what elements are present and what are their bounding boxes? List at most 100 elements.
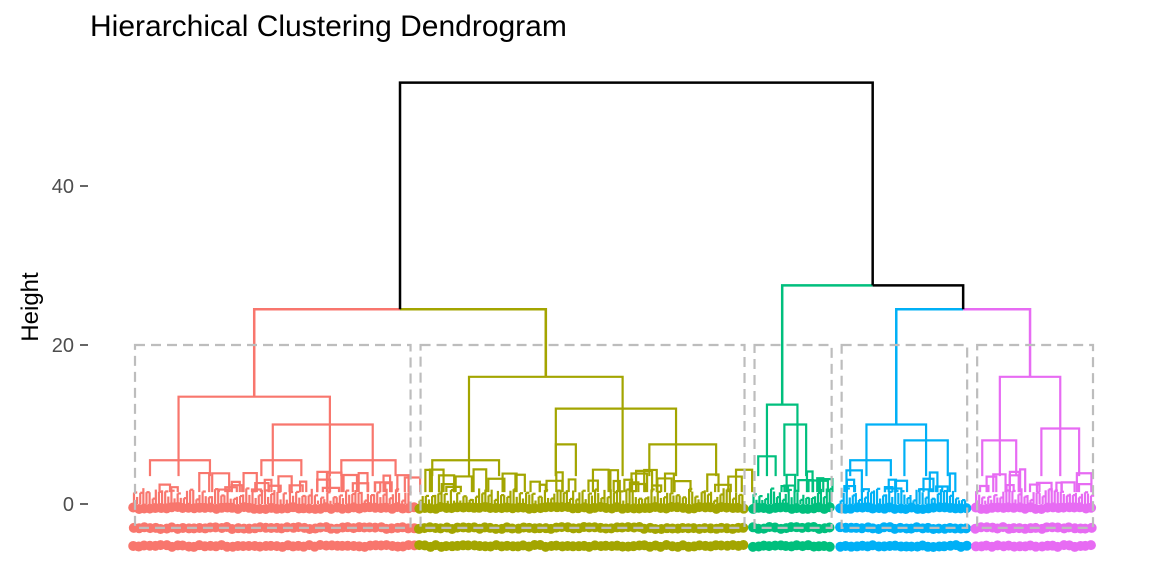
merge-link bbox=[1028, 483, 1041, 493]
cluster-3 bbox=[752, 403, 834, 504]
merge-link bbox=[437, 474, 456, 493]
merge-link bbox=[316, 478, 332, 493]
merge-link bbox=[472, 468, 488, 493]
leaf-dot bbox=[738, 522, 749, 533]
merge-link bbox=[783, 484, 796, 493]
leaf-dot bbox=[1085, 540, 1096, 551]
merge-link bbox=[1035, 481, 1053, 493]
merge-link bbox=[1008, 474, 1020, 493]
merge-link bbox=[903, 439, 949, 477]
merge-link bbox=[554, 407, 678, 477]
y-tick-label: 20 bbox=[52, 335, 74, 357]
cluster-2-top-link bbox=[400, 307, 548, 377]
cluster-5-top-link bbox=[963, 307, 1032, 377]
merge-link bbox=[148, 459, 212, 477]
merge-link bbox=[623, 478, 634, 493]
cluster-box bbox=[133, 343, 412, 529]
merge-link bbox=[887, 478, 898, 493]
merge-link bbox=[567, 478, 577, 493]
merge-link bbox=[1040, 427, 1081, 477]
merge-link bbox=[985, 475, 998, 493]
merge-link bbox=[673, 480, 692, 493]
cluster-box bbox=[753, 343, 833, 529]
merge-link bbox=[357, 472, 369, 493]
merge-link bbox=[1019, 468, 1027, 493]
merge-link bbox=[298, 480, 308, 493]
cluster-box bbox=[840, 343, 969, 529]
y-tick-label: 40 bbox=[52, 176, 74, 198]
merge-link bbox=[501, 472, 518, 493]
merge-link bbox=[1005, 483, 1015, 493]
merge-link bbox=[263, 478, 273, 493]
root-link bbox=[398, 81, 874, 310]
merge-link bbox=[454, 475, 473, 493]
merge-link bbox=[254, 481, 270, 493]
merge-link bbox=[445, 485, 462, 493]
merge-link bbox=[785, 473, 797, 493]
merge-link bbox=[917, 488, 933, 493]
merge-link bbox=[250, 488, 262, 493]
leaf-dot bbox=[824, 541, 835, 552]
merge-link bbox=[211, 472, 231, 493]
merge-link bbox=[648, 443, 718, 477]
merge-link bbox=[325, 471, 343, 493]
merge-link bbox=[555, 471, 564, 493]
merge-link bbox=[260, 459, 303, 477]
merge-link bbox=[288, 484, 304, 493]
merge-link bbox=[634, 469, 654, 493]
cluster-box bbox=[419, 343, 746, 529]
cluster-5 bbox=[975, 375, 1095, 504]
merge-link bbox=[403, 476, 422, 493]
merge-link bbox=[797, 479, 815, 493]
leaf-dots-4 bbox=[835, 502, 972, 552]
leaf-dots-5 bbox=[970, 502, 1097, 552]
leaf-dot bbox=[738, 540, 749, 551]
leaf-dots-3 bbox=[747, 502, 835, 552]
merge-link bbox=[656, 477, 673, 493]
merge-link bbox=[177, 395, 331, 477]
merge-link bbox=[609, 469, 620, 493]
merge-link bbox=[198, 471, 211, 493]
merge-link bbox=[554, 443, 577, 477]
merge-link bbox=[978, 484, 990, 493]
merge-link bbox=[424, 468, 433, 493]
merge-link bbox=[628, 481, 640, 493]
merge-link bbox=[431, 459, 501, 477]
cluster-1 bbox=[132, 395, 422, 504]
merge-link bbox=[757, 455, 777, 477]
merge-link bbox=[765, 403, 799, 477]
merge-link bbox=[538, 483, 547, 493]
merge-link bbox=[849, 459, 892, 477]
cluster-box bbox=[976, 343, 1095, 529]
merge-link bbox=[529, 480, 541, 493]
cluster-boxes-layer bbox=[133, 343, 1095, 529]
y-axis-label: Height bbox=[17, 272, 44, 342]
clusters-layer bbox=[128, 375, 1097, 552]
leaf-dot bbox=[961, 540, 972, 551]
y-axis: Height 0 20 40 bbox=[17, 176, 88, 516]
merge-link bbox=[865, 423, 928, 477]
merge-link bbox=[217, 488, 228, 493]
cluster-3-top-link bbox=[780, 284, 873, 405]
merge-link bbox=[714, 483, 732, 493]
merge-link bbox=[706, 473, 720, 493]
merge-link bbox=[612, 479, 621, 493]
merge-link bbox=[1060, 481, 1076, 493]
merge-link bbox=[428, 468, 445, 493]
merge-link bbox=[998, 375, 1062, 477]
merge-link bbox=[845, 469, 863, 493]
merge-link bbox=[230, 484, 244, 493]
merge-link bbox=[862, 488, 870, 493]
leaf-dots-2 bbox=[413, 502, 749, 552]
merge-link bbox=[783, 423, 808, 477]
merge-link bbox=[1077, 483, 1093, 493]
right-branch-link bbox=[872, 284, 965, 310]
merge-link bbox=[805, 470, 814, 493]
cluster-1-top-link bbox=[252, 307, 548, 397]
merge-link bbox=[922, 477, 935, 493]
merge-link bbox=[843, 484, 857, 493]
merge-link bbox=[514, 473, 526, 493]
merge-link bbox=[935, 485, 944, 493]
